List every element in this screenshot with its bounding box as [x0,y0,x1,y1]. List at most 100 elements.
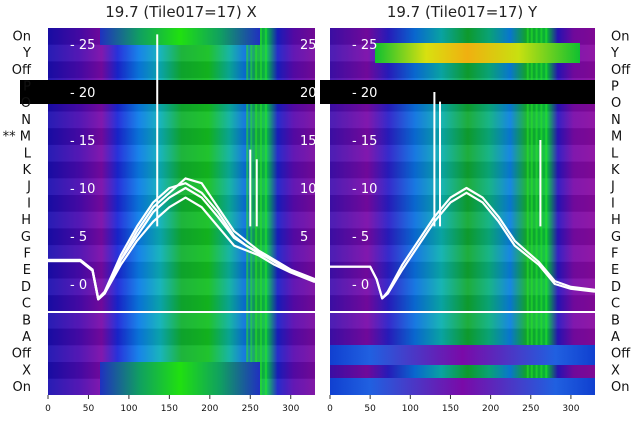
y-tick-label: - 5 [70,230,87,245]
row-label: H [21,213,31,228]
x-tick-label: 0 [327,404,333,414]
heatmap-row-band [48,144,315,162]
heatmap-row-band [48,111,315,129]
row-label: Off [611,63,631,78]
heatmap-streak [526,28,529,395]
heatmap-row-band [48,178,315,195]
y-tick-label: - 15 [70,134,95,149]
y-tick-labels-y: - 0 - 5 - 10 - 15 - 20 - 25 [352,38,377,293]
heatmap-row-band [330,328,595,346]
row-label: A [22,330,31,345]
row-label: Y [610,46,619,61]
row-label: F [611,246,618,261]
row-label: On [13,380,31,395]
y-tick-label: - 0 [70,278,87,293]
y-tick-label-echo: 15 [300,134,317,149]
row-label: I [611,196,615,211]
heatmap-row-band [330,295,595,312]
heatmap-row-band [330,311,595,329]
row-label: L [611,146,619,161]
row-label: J [26,180,31,195]
row-label: G [21,230,31,245]
heatmap-y-on-bottom [330,378,595,395]
heatmap-row-band [330,178,595,195]
x-tick-label: 100 [120,404,137,414]
x-tick-label: 100 [402,404,419,414]
line-series-x [48,34,316,301]
heatmap-row-band [48,228,315,246]
y-tick-label: - 5 [352,230,369,245]
x-tick-label: 150 [442,404,459,414]
y-tick-label: - 25 [70,38,95,53]
heatmap-row-band [330,128,595,145]
row-label: C [611,297,620,312]
heatmap-row-band [330,28,595,45]
row-label: ** M [3,130,31,145]
panel-x: - 0 - 5 - 10 - 15 - 20 - 25 25 20 15 10 5 0 50 100 15… [3,3,317,414]
heatmap-row-band [48,44,315,62]
y-tick-label-echo: 10 [300,182,317,197]
row-label: X [611,363,620,378]
line-series-path [330,186,596,300]
y-tick-label-echo: 20 [300,86,317,101]
heatmap-row-band [330,161,595,179]
row-label: P [23,79,31,94]
row-label: G [611,230,621,245]
y-tick-labels-x: - 0 - 5 - 10 - 15 - 20 - 25 25 20 15 10 5 [70,38,317,293]
heatmap-streak [530,28,533,395]
row-label: K [22,163,31,178]
heatmap-row-band [330,228,595,246]
row-label: Y [22,46,31,61]
heatmap-streak [246,28,249,395]
heatmap-row-band [48,311,315,329]
x-tick-label: 200 [201,404,218,414]
heatmap-row-band [48,161,315,179]
heatmap-row-band [330,211,595,229]
y-tick-label: - 0 [352,278,369,293]
heatmap-row-band [330,278,595,296]
heatmap-row-band [48,211,315,229]
y-tick-label: - 25 [352,38,377,53]
y-tick-label-echo: 5 [300,230,308,245]
heatmap-x-on-top [100,28,260,45]
heatmap-x-saturated-row [20,80,315,104]
y-tick-label: - 10 [70,182,95,197]
x-tick-label: 300 [562,404,579,414]
row-label: N [21,113,31,128]
row-label: H [611,213,621,228]
y-tick-label: - 20 [352,86,377,101]
row-label: Off [12,63,32,78]
row-label: K [611,163,620,178]
panel-y: - 0 - 5 - 10 - 15 - 20 - 25 0 50 100 150 200 250 30… [320,3,631,414]
row-label: E [23,263,31,278]
row-label: B [22,313,31,328]
heatmap-streak [545,28,548,395]
heatmap-row-band [330,144,595,162]
row-label: Off [12,347,32,362]
x-tick-label: 250 [242,404,259,414]
heatmap-row-band [330,362,595,379]
heatmap-row-band [330,61,595,79]
line-series-y [330,92,596,300]
heatmap-streak [259,28,262,395]
x-tick-label: 250 [522,404,539,414]
heatmap-y-off-bottom [330,345,595,365]
x-tick-label: 200 [482,404,499,414]
row-label: D [611,280,621,295]
x-tick-label: 0 [45,404,51,414]
heatmap-row-band [48,328,315,346]
heatmap-row-band [330,261,595,279]
row-label: J [610,180,615,195]
heatmap-row-band [48,345,315,362]
heatmap-row-band [48,278,315,296]
x-tick-labels-x: 0 50 100 150 200 250 300 [45,395,300,414]
x-tick-labels-y: 0 50 100 150 200 250 300 [327,395,580,414]
chart-title-y: 19.7 (Tile017=17) Y [387,3,538,21]
heatmap-row-band [48,245,315,262]
row-label: B [611,313,620,328]
x-tick-label: 300 [282,404,299,414]
row-label: N [611,113,621,128]
